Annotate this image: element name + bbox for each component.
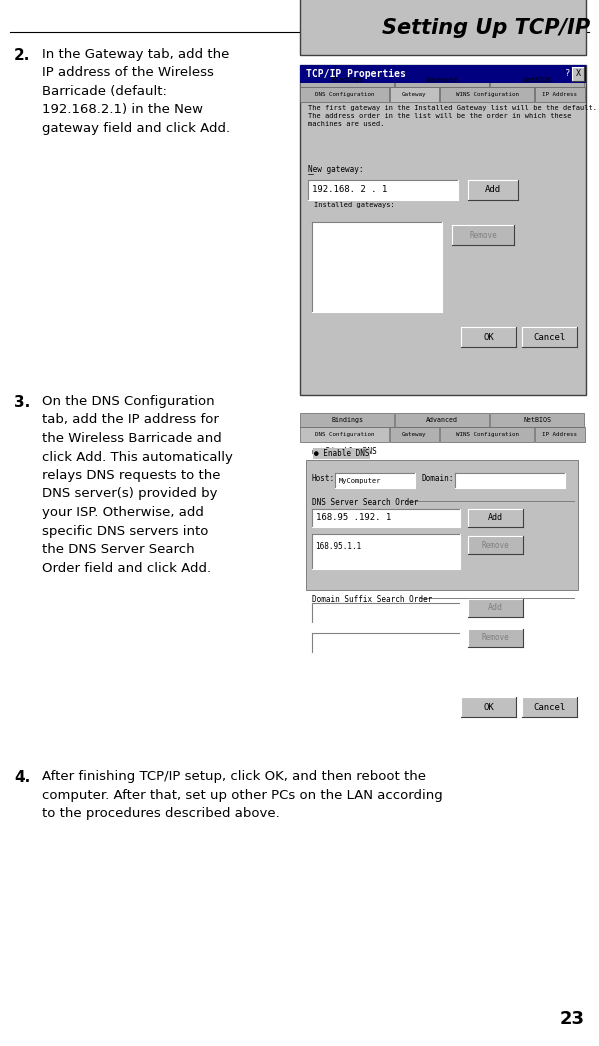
Text: IP Address: IP Address bbox=[543, 92, 577, 97]
Text: Setting Up TCP/IP: Setting Up TCP/IP bbox=[382, 18, 590, 38]
Bar bbox=[395, 413, 489, 427]
Text: 168.95 .192. 1: 168.95 .192. 1 bbox=[316, 514, 391, 523]
Bar bbox=[468, 509, 523, 527]
Text: Host:: Host: bbox=[312, 474, 335, 483]
Text: WINS Configuration: WINS Configuration bbox=[455, 92, 519, 97]
Bar bbox=[461, 327, 516, 347]
Text: ?: ? bbox=[565, 69, 571, 78]
Bar bbox=[335, 473, 415, 488]
Text: In the Gateway tab, add the
IP address of the Wireless
Barricade (default:
192.1: In the Gateway tab, add the IP address o… bbox=[42, 48, 230, 135]
Text: NetBIOS: NetBIOS bbox=[523, 77, 551, 83]
Bar bbox=[452, 225, 514, 245]
Bar bbox=[535, 427, 585, 442]
Text: 23: 23 bbox=[560, 1010, 585, 1028]
Text: Bindings: Bindings bbox=[331, 417, 363, 423]
Bar bbox=[300, 0, 586, 55]
Bar bbox=[535, 87, 585, 103]
Text: Add: Add bbox=[488, 514, 503, 523]
Bar bbox=[390, 427, 439, 442]
Bar bbox=[300, 65, 586, 83]
Bar bbox=[312, 535, 460, 569]
Text: The first gateway in the Installed Gateway list will be the default.
The address: The first gateway in the Installed Gatew… bbox=[308, 105, 597, 127]
Text: OK: OK bbox=[483, 703, 494, 711]
Text: X: X bbox=[576, 69, 580, 78]
Bar bbox=[300, 73, 394, 87]
Text: 4.: 4. bbox=[14, 770, 31, 784]
Text: IP Address: IP Address bbox=[543, 432, 577, 437]
Bar bbox=[300, 65, 586, 395]
Bar bbox=[440, 87, 534, 103]
Bar bbox=[395, 73, 489, 87]
Text: Domain:: Domain: bbox=[422, 474, 455, 483]
Bar bbox=[468, 629, 523, 647]
Text: Gateway: Gateway bbox=[403, 432, 426, 437]
Bar bbox=[312, 633, 460, 653]
Bar bbox=[312, 222, 442, 312]
Text: On the DNS Configuration
tab, add the IP address for
the Wireless Barricade and
: On the DNS Configuration tab, add the IP… bbox=[42, 395, 233, 574]
Text: MyComputer: MyComputer bbox=[339, 478, 382, 483]
Bar bbox=[490, 413, 584, 427]
Bar bbox=[300, 87, 389, 103]
Bar bbox=[306, 210, 578, 320]
Text: Remove: Remove bbox=[469, 230, 497, 240]
Bar bbox=[522, 327, 577, 347]
Text: 3.: 3. bbox=[14, 395, 31, 410]
Bar bbox=[468, 536, 523, 554]
Text: Installed gateways:: Installed gateways: bbox=[314, 202, 395, 208]
Text: Advanced: Advanced bbox=[426, 77, 458, 83]
Text: WINS Configuration: WINS Configuration bbox=[455, 432, 519, 437]
Text: After finishing TCP/IP setup, click OK, and then reboot the
computer. After that: After finishing TCP/IP setup, click OK, … bbox=[42, 770, 443, 820]
Text: DNS Configuration: DNS Configuration bbox=[314, 432, 374, 437]
Bar bbox=[490, 73, 584, 87]
Text: Add: Add bbox=[488, 604, 503, 613]
Text: Remove: Remove bbox=[482, 541, 509, 549]
Text: Gateway: Gateway bbox=[403, 92, 426, 97]
Bar bbox=[461, 697, 516, 717]
Bar bbox=[308, 180, 458, 200]
Bar bbox=[455, 473, 565, 488]
Text: OK: OK bbox=[483, 333, 494, 341]
Text: Cancel: Cancel bbox=[533, 333, 565, 341]
Text: Remove: Remove bbox=[482, 634, 509, 642]
Text: Cancel: Cancel bbox=[533, 703, 565, 711]
Text: ○  Disable DNS: ○ Disable DNS bbox=[312, 446, 377, 455]
Bar bbox=[468, 180, 518, 200]
Text: Advanced: Advanced bbox=[426, 417, 458, 423]
Text: NetBIOS: NetBIOS bbox=[523, 417, 551, 423]
Text: Bindings: Bindings bbox=[331, 77, 363, 83]
Text: TCP/IP Properties: TCP/IP Properties bbox=[306, 69, 406, 79]
Bar bbox=[440, 427, 534, 442]
Bar bbox=[522, 697, 577, 717]
Text: DNS Configuration: DNS Configuration bbox=[314, 92, 374, 97]
Text: Add: Add bbox=[485, 185, 501, 195]
Bar bbox=[300, 413, 394, 427]
Bar bbox=[572, 67, 584, 81]
Text: DNS Server Search Order: DNS Server Search Order bbox=[312, 498, 418, 507]
Text: New gateway:: New gateway: bbox=[308, 165, 364, 174]
Bar bbox=[468, 599, 523, 617]
Text: 2.: 2. bbox=[14, 48, 31, 63]
Bar bbox=[300, 427, 389, 442]
Bar bbox=[312, 509, 460, 527]
Bar bbox=[390, 87, 439, 103]
Text: 192.168. 2 . 1: 192.168. 2 . 1 bbox=[312, 185, 387, 195]
Text: Domain Suffix Search Order: Domain Suffix Search Order bbox=[312, 595, 432, 604]
Text: ● Enable DNS: ● Enable DNS bbox=[314, 449, 370, 458]
Text: 168.95.1.1: 168.95.1.1 bbox=[315, 542, 361, 551]
Bar bbox=[306, 460, 578, 590]
Bar bbox=[312, 602, 460, 623]
